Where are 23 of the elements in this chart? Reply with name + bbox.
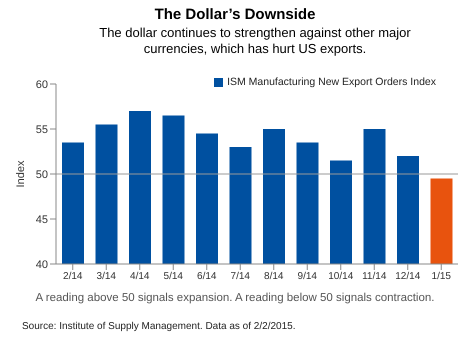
x-tick-label: 9/14 bbox=[298, 271, 318, 282]
legend-label: ISM Manufacturing New Export Orders Index bbox=[227, 76, 436, 88]
x-tick-label: 6/14 bbox=[197, 271, 217, 282]
x-tick-label: 4/14 bbox=[130, 271, 150, 282]
x-tick-label: 8/14 bbox=[264, 271, 284, 282]
y-axis-title: Index bbox=[14, 160, 27, 188]
x-tick-label: 12/14 bbox=[395, 271, 421, 282]
y-tick-label: 55 bbox=[36, 124, 48, 136]
y-tick-label: 40 bbox=[36, 258, 48, 271]
x-tick-label: 3/14 bbox=[96, 271, 116, 282]
y-tick-label: 50 bbox=[36, 168, 48, 181]
x-tick-label: 2/14 bbox=[63, 271, 83, 282]
x-tick-label: 11/14 bbox=[362, 271, 387, 282]
y-tick-label: 45 bbox=[36, 214, 48, 226]
x-tick-label: 1/15 bbox=[432, 271, 452, 282]
chart-subtitle: The dollar continues to strengthen against other major currencies, which has hurt US exports. bbox=[98, 25, 412, 57]
x-tick-label: 5/14 bbox=[164, 271, 184, 282]
text: A reading above 50 signals expansion. A reading below 50 signals contraction. bbox=[34, 292, 436, 304]
y-tick-label: 60 bbox=[36, 78, 48, 91]
x-tick-label: 10/14 bbox=[328, 271, 354, 282]
x-tick-label: 7/14 bbox=[230, 271, 250, 282]
chart-title: The Dollar’s Downside bbox=[154, 6, 316, 23]
source-note: Source: Institute of Supply Management. Data as of 2/2/2015. bbox=[22, 321, 296, 332]
